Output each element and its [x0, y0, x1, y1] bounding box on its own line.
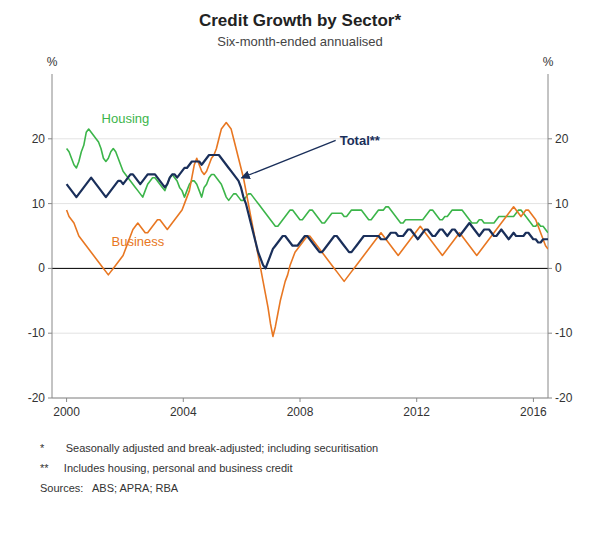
x-tick — [183, 398, 184, 402]
grid — [52, 139, 548, 398]
y-tick-label: 20 — [32, 132, 46, 146]
grid-line — [52, 268, 548, 269]
y-axis-label: % — [47, 55, 58, 69]
series-line — [67, 155, 548, 268]
footnote: ** Includes housing, personal and busine… — [40, 462, 293, 474]
y2-axis-line — [548, 74, 549, 398]
zero-line — [52, 268, 548, 269]
y-tick — [48, 333, 52, 334]
series-label: Total** — [340, 133, 381, 148]
x-tick — [533, 398, 534, 402]
x-tick — [416, 398, 417, 402]
y2-tick-label: 10 — [555, 197, 569, 211]
chart-container: Credit Growth by Sector* Six-month-ended … — [0, 0, 600, 559]
annotation-arrow — [242, 140, 336, 178]
series-line — [67, 123, 548, 337]
y2-tick-label: 0 — [555, 261, 562, 275]
y2-tick — [548, 333, 552, 334]
y-tick-label: -20 — [28, 391, 46, 405]
chart-svg: Credit Growth by Sector* Six-month-ended … — [0, 0, 600, 559]
footnote: * Seasonally adjusted and break-adjusted… — [40, 442, 378, 454]
x-tick-label: 2000 — [53, 405, 80, 419]
grid-line — [52, 138, 548, 139]
y-tick — [48, 398, 52, 399]
y2-tick — [548, 398, 552, 399]
x-tick — [300, 398, 301, 402]
y-tick-label: 0 — [38, 261, 45, 275]
y-tick-label: 10 — [32, 197, 46, 211]
y2-tick-label: -20 — [555, 391, 573, 405]
y2-tick — [548, 203, 552, 204]
y2-tick-label: -10 — [555, 326, 573, 340]
series-label: Housing — [102, 111, 150, 126]
series-lines — [67, 123, 548, 337]
y-tick — [48, 138, 52, 139]
grid-line — [52, 203, 548, 204]
y2-tick — [548, 268, 552, 269]
x-tick-label: 2004 — [170, 405, 197, 419]
x-tick-label: 2012 — [403, 405, 430, 419]
x-tick-label: 2008 — [287, 405, 314, 419]
y-tick-label: -10 — [28, 326, 46, 340]
y-axis-line — [52, 74, 53, 398]
y2-axis-label: % — [543, 55, 554, 69]
x-tick-label: 2016 — [520, 405, 547, 419]
y-tick — [48, 268, 52, 269]
grid-line — [52, 333, 548, 334]
footnote: Sources: ABS; APRA; RBA — [40, 482, 179, 494]
x-tick — [66, 398, 67, 402]
subtitle: Six-month-ended annualised — [217, 34, 383, 49]
series-label: Business — [112, 234, 165, 249]
y-tick — [48, 203, 52, 204]
y2-tick — [548, 138, 552, 139]
y2-tick-label: 20 — [555, 132, 569, 146]
title: Credit Growth by Sector* — [199, 11, 402, 30]
